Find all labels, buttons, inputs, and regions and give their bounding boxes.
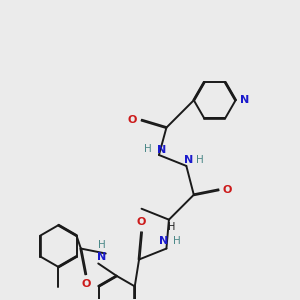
Text: N: N	[97, 253, 106, 262]
Text: N: N	[240, 95, 249, 105]
Text: O: O	[128, 115, 137, 125]
Text: N: N	[157, 145, 166, 155]
Text: O: O	[137, 217, 146, 227]
Text: H: H	[144, 144, 152, 154]
Text: H: H	[168, 222, 175, 232]
Text: H: H	[196, 155, 204, 165]
Text: N: N	[159, 236, 169, 246]
Text: H: H	[173, 236, 181, 246]
Text: O: O	[81, 279, 91, 290]
Text: O: O	[223, 185, 232, 195]
Text: N: N	[184, 155, 194, 165]
Text: H: H	[98, 240, 106, 250]
